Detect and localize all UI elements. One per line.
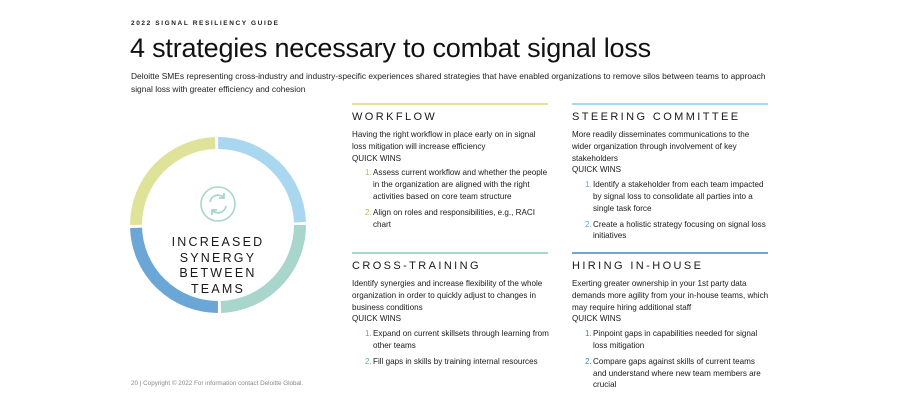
strategy-card-cross-training: CROSS-TRAINING Identify synergies and in… [352,252,550,372]
refresh-icon [200,186,236,222]
strategy-card-workflow: WORKFLOW Having the right workflow in pl… [352,103,550,234]
item-text: Fill gaps in skills by training internal… [373,356,538,366]
item-number: 2. [585,356,592,366]
ring-label-line: TEAMS [190,281,246,296]
card-accent-rule [352,103,548,105]
list-item: 2. Compare gaps against skills of current… [572,356,770,391]
ring-label-line: BETWEEN [179,266,257,280]
item-text: Compare gaps against skills of current t… [593,356,761,390]
item-number: 1. [585,329,592,339]
item-text: Expand on current skillsets through lear… [373,329,549,350]
card-description: Identify synergies and increase flexibil… [352,279,543,312]
list-item: 1. Identify a stakeholder from each team … [572,179,770,214]
list-item: 2. Fill gaps in skills by training intern… [352,356,550,368]
quick-wins-list: 1. Assess current workflow and whether th… [352,167,550,230]
card-heading: CROSS-TRAINING [352,260,481,272]
ring-label-line: SYNERGY [179,250,257,265]
card-heading: STEERING COMMITTEE [572,111,741,123]
item-number: 2. [585,219,592,229]
synergy-ring: INCREASED SYNERGY BETWEEN TEAMS [127,131,309,319]
strategy-card-steering-committee: STEERING COMMITTEE More readily dissemin… [572,103,770,246]
item-text: Identify a stakeholder from each team im… [593,180,764,213]
item-text: Align on roles and responsibilities, e.g… [373,207,535,229]
list-item: 1. Assess current workflow and whether th… [352,167,550,202]
page-footer: 20 | Copyright © 2022 For information co… [131,380,304,387]
card-heading: WORKFLOW [352,111,438,123]
item-number: 1. [585,180,592,190]
item-number: 2. [365,207,372,217]
item-number: 1. [365,329,372,339]
ring-label: INCREASED SYNERGY BETWEEN TEAMS [127,235,309,297]
card-description: Exerting greater ownership in your 1st p… [572,279,769,312]
quick-wins-list: 1. Identify a stakeholder from each team … [572,179,770,242]
ring-label-line: INCREASED [171,235,265,249]
list-item: 2. Align on roles and responsibilities, e… [352,207,550,231]
item-text: Create a holistic strategy focusing on s… [593,219,766,241]
card-description: More readily disseminates communications… [572,130,750,163]
strategy-card-hiring-in-house: HIRING IN-HOUSE Exerting greater ownersh… [572,252,770,395]
card-accent-rule [572,103,768,105]
quick-wins-label: QUICK WINS [352,314,402,324]
page-subtitle: Deloitte SMEs representing cross-industr… [131,71,766,94]
page-title: 4 strategies necessary to combat signal … [130,33,651,63]
card-accent-rule [572,252,768,254]
item-text: Assess current workflow and whether the … [373,168,548,201]
quick-wins-label: QUICK WINS [572,314,622,324]
card-description: Having the right workflow in place early… [352,130,536,151]
card-accent-rule [352,252,548,254]
list-item: 1. Pinpoint gaps in capabilities needed f… [572,328,770,352]
card-heading: HIRING IN-HOUSE [572,260,704,272]
list-item: 2. Create a holistic strategy focusing on… [572,219,770,243]
ring-arc-bottom-right [130,137,306,313]
quick-wins-label: QUICK WINS [352,153,402,163]
guide-eyebrow: 2022 SIGNAL RESILIENCY GUIDE [131,20,280,27]
item-number: 2. [365,356,372,366]
list-item: 1. Expand on current skillsets through le… [352,328,550,352]
item-text: Pinpoint gaps in capabilities needed for… [593,329,758,350]
quick-wins-label: QUICK WINS [572,165,622,175]
quick-wins-list: 1. Expand on current skillsets through le… [352,328,550,367]
quick-wins-list: 1. Pinpoint gaps in capabilities needed f… [572,328,770,391]
ring-graphic [130,137,306,313]
item-number: 1. [365,168,372,178]
